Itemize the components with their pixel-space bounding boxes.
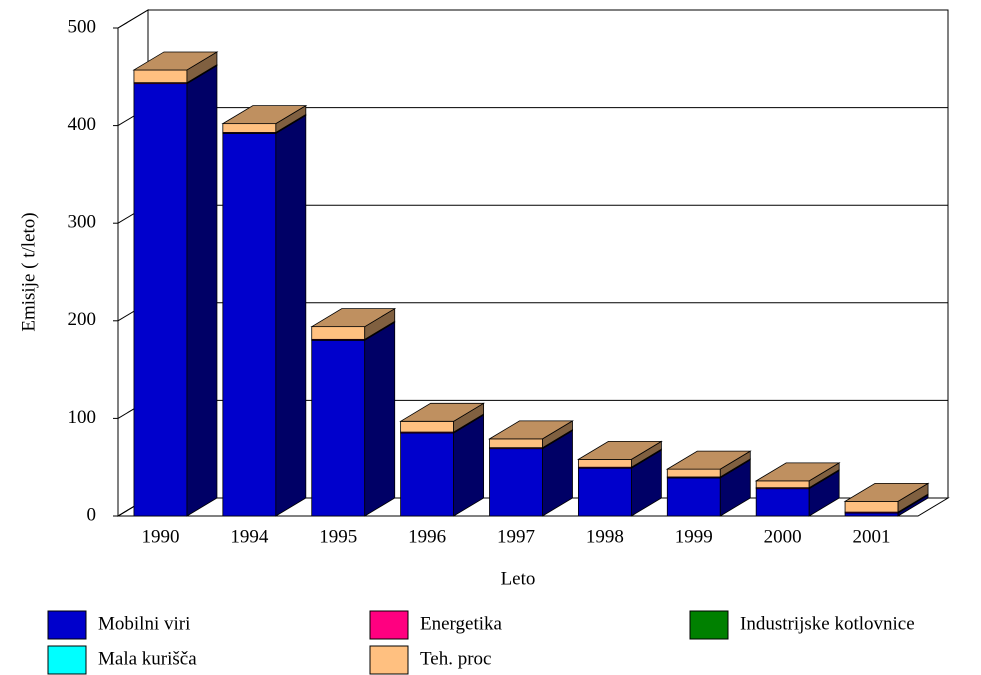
legend-label: Energetika	[420, 613, 503, 634]
y-tick-label: 0	[87, 504, 97, 525]
bar-segment	[844, 500, 899, 513]
legend-swatch	[369, 610, 409, 640]
bar-segment	[844, 512, 899, 517]
legend-label: Mala kurišča	[98, 648, 197, 669]
legend-swatch	[689, 610, 729, 640]
legend-label: Mobilni viri	[98, 613, 190, 634]
bar-segment	[755, 488, 810, 517]
bar-top	[576, 440, 663, 460]
bar-top	[754, 462, 841, 482]
bar-top	[488, 420, 574, 440]
y-tick-label: 100	[68, 407, 97, 428]
x-tick-label: 2001	[853, 526, 891, 547]
bar-top	[399, 402, 486, 422]
x-tick-label: 2000	[764, 526, 802, 547]
bar-segment	[489, 438, 543, 449]
bar-segment	[311, 326, 366, 340]
bar-segment	[222, 123, 277, 133]
y-tick-label: 200	[68, 309, 97, 330]
bar-side	[364, 321, 396, 517]
legend-swatch	[369, 645, 409, 675]
legend-swatch	[47, 645, 87, 675]
x-tick-label: 1996	[408, 526, 446, 547]
bar-top	[843, 482, 930, 502]
bar-segment	[755, 480, 810, 489]
y-tick-label: 300	[68, 212, 97, 233]
bar-segment	[133, 83, 188, 517]
x-tick-label: 1995	[319, 526, 357, 547]
bar-side	[186, 64, 218, 517]
legend-label: Industrijske kotlovnice	[740, 613, 915, 634]
x-tick-label: 1999	[675, 526, 713, 547]
y-tick-label: 500	[68, 16, 97, 37]
bar-segment	[666, 468, 721, 478]
bar-segment	[311, 339, 366, 517]
bar-segment	[133, 69, 188, 84]
bar-segment	[666, 477, 721, 517]
bar-segment	[489, 448, 543, 517]
x-tick-label: 1998	[586, 526, 624, 547]
x-axis-label: Leto	[501, 568, 536, 589]
bar-segment	[400, 420, 455, 433]
bar-top	[310, 308, 397, 328]
bar-segment	[400, 432, 455, 517]
x-tick-label: 1994	[230, 526, 269, 547]
bar-segment	[222, 133, 277, 517]
x-tick-label: 1990	[141, 526, 179, 547]
x-tick-label: 1997	[497, 526, 535, 547]
bar-top	[221, 105, 308, 125]
bar-segment	[577, 467, 632, 517]
bar-segment	[577, 458, 632, 468]
bar-top	[132, 51, 219, 71]
legend-label: Teh. proc	[420, 648, 491, 669]
bar-side	[275, 114, 307, 517]
y-tick-label: 400	[68, 114, 97, 135]
bar-top	[665, 450, 752, 470]
legend-swatch	[47, 610, 87, 640]
grid-line	[117, 9, 149, 29]
y-axis-label: Emisije ( t/leto)	[18, 212, 39, 331]
